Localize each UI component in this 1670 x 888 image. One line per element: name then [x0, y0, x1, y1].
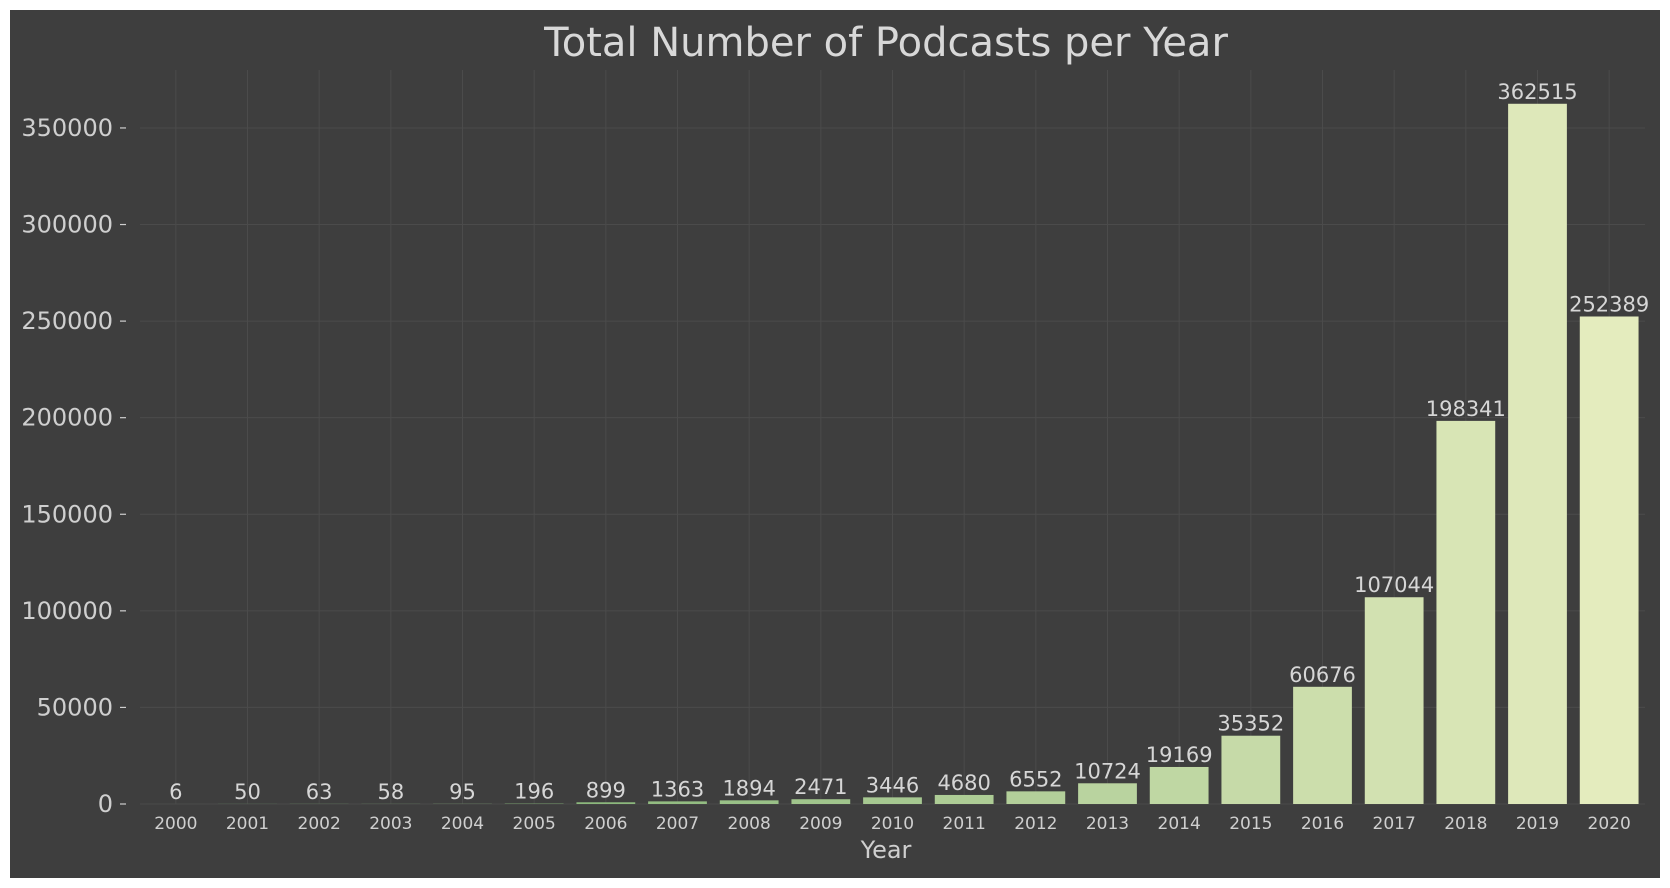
y-axis: 0 50000 100000 150000 200000 250000 300000 3500… [21, 114, 126, 818]
data-label: 252389 [1569, 292, 1649, 316]
bar [1364, 597, 1424, 804]
bar [863, 797, 922, 804]
x-tick-label: 2003 [369, 814, 412, 834]
bar [1436, 420, 1496, 804]
x-tick-label: 2002 [298, 814, 341, 834]
bar [1078, 783, 1137, 804]
x-tick-label: 2015 [1229, 814, 1272, 834]
data-label: 1363 [651, 777, 704, 801]
data-label: 63 [306, 780, 333, 804]
bar [719, 800, 779, 804]
x-tick-label: 2020 [1588, 814, 1631, 834]
data-label: 1894 [722, 776, 775, 800]
x-tick-label: 2014 [1158, 814, 1201, 834]
bar [1221, 735, 1281, 804]
x-tick-label: 2000 [154, 814, 197, 834]
data-label: 899 [586, 778, 626, 802]
data-label: 6 [169, 780, 182, 804]
data-label: 6552 [1009, 767, 1062, 791]
bar [648, 801, 707, 804]
x-tick-label: 2017 [1373, 814, 1416, 834]
bar [1508, 103, 1567, 804]
bar [1579, 316, 1639, 804]
y-tick-label: 250000 [21, 307, 113, 335]
x-tick-label: 2005 [513, 814, 556, 834]
x-tick-label: 2008 [728, 814, 771, 834]
x-axis: 2000 2001 2002 2003 2004 2005 2006 2007 2008 2009… [154, 814, 1631, 834]
x-tick-label: 2009 [799, 814, 842, 834]
data-label: 4680 [937, 771, 990, 795]
x-tick-label: 2001 [226, 814, 269, 834]
x-tick-label: 2019 [1516, 814, 1559, 834]
bar [1293, 686, 1352, 804]
data-label: 35352 [1217, 712, 1284, 736]
y-tick-label: 200000 [21, 404, 113, 432]
data-label: 60676 [1289, 663, 1356, 687]
x-tick-label: 2004 [441, 814, 484, 834]
x-tick-label: 2012 [1014, 814, 1057, 834]
data-label: 196 [514, 780, 554, 804]
chart-title: Total Number of Podcasts per Year [543, 20, 1228, 66]
bar [576, 802, 636, 804]
data-label: 10724 [1074, 759, 1141, 783]
y-tick-label: 100000 [21, 597, 113, 625]
bar [1149, 766, 1209, 804]
x-tick-label: 2006 [584, 814, 627, 834]
x-tick-label: 2007 [656, 814, 699, 834]
y-tick-label: 50000 [37, 693, 113, 721]
x-axis-label: Year [860, 836, 912, 864]
data-label: 95 [449, 780, 476, 804]
y-tick-label: 150000 [21, 500, 113, 528]
grid-lines [140, 70, 1645, 805]
data-label: 198341 [1426, 397, 1506, 421]
y-tick-label: 0 [98, 790, 113, 818]
y-tick-label: 350000 [21, 114, 113, 142]
x-tick-label: 2011 [943, 814, 986, 834]
bars [146, 103, 1639, 804]
y-tick-label: 300000 [21, 211, 113, 239]
x-tick-label: 2018 [1444, 814, 1487, 834]
bar [934, 794, 994, 804]
data-label: 362515 [1497, 80, 1577, 104]
data-label: 58 [377, 780, 404, 804]
data-label: 2471 [794, 775, 847, 799]
data-label: 50 [234, 780, 261, 804]
x-tick-label: 2016 [1301, 814, 1344, 834]
x-tick-label: 2013 [1086, 814, 1129, 834]
bar [1006, 791, 1066, 804]
bar [791, 799, 851, 804]
data-label: 107044 [1354, 573, 1434, 597]
data-label: 19169 [1146, 743, 1213, 767]
data-label: 3446 [866, 773, 919, 797]
bar-labels: 6 50 63 58 95 196 899 1363 1894 2471 3446 4680 6552 1… [169, 80, 1649, 804]
x-tick-label: 2010 [871, 814, 914, 834]
